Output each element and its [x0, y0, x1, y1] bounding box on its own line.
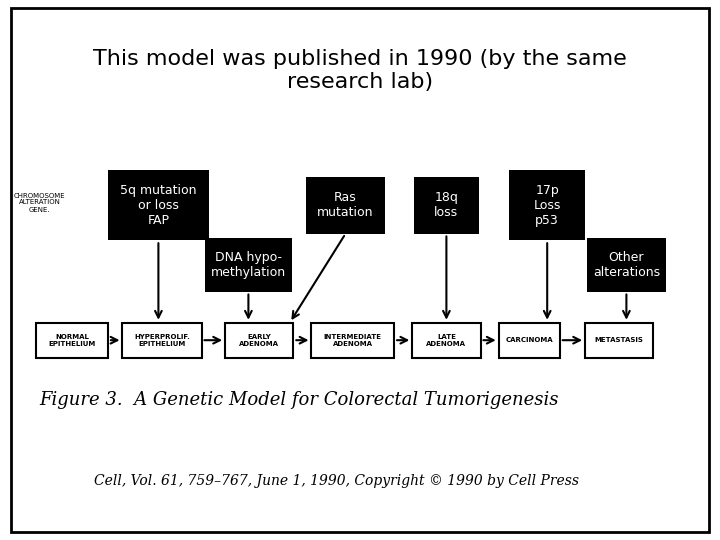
Text: 17p
Loss
p53: 17p Loss p53: [534, 184, 561, 227]
Bar: [498, 322, 560, 357]
Bar: [108, 170, 209, 240]
Bar: [585, 322, 654, 357]
Text: Other
alterations: Other alterations: [593, 251, 660, 279]
Bar: [205, 238, 292, 292]
Bar: [510, 170, 585, 240]
Bar: [311, 322, 395, 357]
Bar: [587, 238, 666, 292]
Text: Ras
mutation: Ras mutation: [318, 191, 374, 219]
Text: Figure 3.  A Genetic Model for Colorectal Tumorigenesis: Figure 3. A Genetic Model for Colorectal…: [40, 390, 559, 409]
Bar: [306, 177, 385, 233]
Text: EARLY
ADENOMA: EARLY ADENOMA: [239, 334, 279, 347]
Text: METASTASIS: METASTASIS: [595, 337, 644, 343]
Bar: [412, 322, 481, 357]
Text: Cell, Vol. 61, 759–767, June 1, 1990, Copyright © 1990 by Cell Press: Cell, Vol. 61, 759–767, June 1, 1990, Co…: [94, 474, 579, 488]
Bar: [122, 322, 202, 357]
Text: 18q
loss: 18q loss: [434, 191, 459, 219]
Text: LATE
ADENOMA: LATE ADENOMA: [426, 334, 467, 347]
Text: DNA hypo-
methylation: DNA hypo- methylation: [211, 251, 286, 279]
Text: CARCINOMA: CARCINOMA: [505, 337, 553, 343]
Bar: [36, 322, 108, 357]
Text: CHROMOSOME
ALTERATION
GENE.: CHROMOSOME ALTERATION GENE.: [14, 192, 66, 213]
Bar: [225, 322, 294, 357]
Text: 5q mutation
or loss
FAP: 5q mutation or loss FAP: [120, 184, 197, 227]
Text: NORMAL
EPITHELIUM: NORMAL EPITHELIUM: [48, 334, 96, 347]
Text: HYPERPROLIF.
EPITHELIUM: HYPERPROLIF. EPITHELIUM: [134, 334, 190, 347]
Bar: [414, 177, 479, 233]
Text: This model was published in 1990 (by the same
research lab): This model was published in 1990 (by the…: [93, 49, 627, 92]
Text: INTERMEDIATE
ADENOMA: INTERMEDIATE ADENOMA: [324, 334, 382, 347]
